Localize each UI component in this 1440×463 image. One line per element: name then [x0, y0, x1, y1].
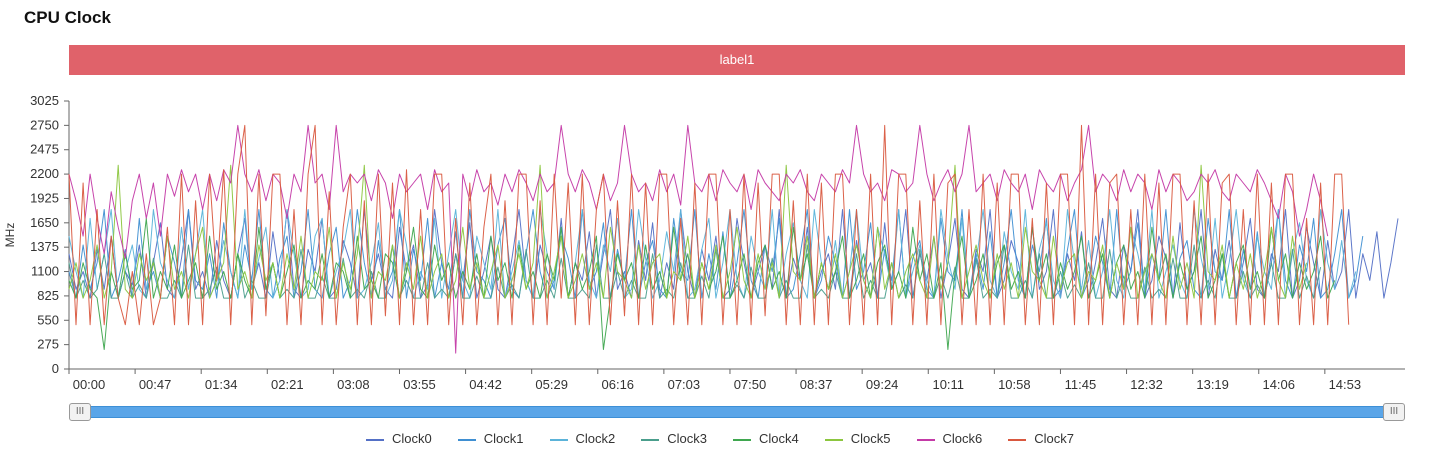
y-tick-label: 825 [37, 288, 59, 303]
slider-end-handle[interactable]: III [1383, 403, 1405, 421]
legend-item-clock1[interactable]: Clock1 [457, 431, 524, 446]
legend-label: Clock1 [483, 431, 524, 446]
y-tick-label: 2750 [30, 117, 59, 132]
x-tick-label: 07:03 [668, 377, 701, 392]
legend-item-clock0[interactable]: Clock0 [366, 431, 432, 446]
x-tick-label: 14:53 [1329, 377, 1362, 392]
legend-label: Clock7 [1034, 431, 1074, 446]
legend-swatch [824, 438, 843, 441]
x-tick-label: 04:42 [469, 377, 502, 392]
legend-label: Clock3 [667, 431, 707, 446]
x-tick-label: 01:34 [205, 377, 238, 392]
x-tick-label: 10:11 [932, 377, 964, 392]
series-line-clock1 [68, 209, 1364, 299]
legend-swatch [1008, 438, 1027, 441]
series-line-clock5 [68, 164, 1308, 299]
slider-track[interactable] [69, 406, 1405, 418]
x-tick-label: 00:47 [139, 377, 172, 392]
x-tick-label: 06:16 [602, 377, 635, 392]
x-tick-label: 03:08 [337, 377, 370, 392]
x-tick-label: 07:50 [734, 377, 767, 392]
x-tick-label: 00:00 [73, 377, 106, 392]
x-tick-label: 08:37 [800, 377, 833, 392]
legend-label: Clock4 [759, 431, 799, 446]
grip-lines-icon: III [75, 406, 85, 417]
legend-swatch [366, 438, 384, 441]
label-bar[interactable]: label1 [69, 45, 1405, 75]
x-tick-label: 14:06 [1262, 377, 1295, 392]
y-tick-label: 3025 [30, 93, 59, 108]
cpu-clock-line-chart: MHz 0 275 550 825 1100 1375 1650 1925 2200 2475 275… [3, 93, 1405, 392]
x-tick-label: 13:19 [1196, 377, 1229, 392]
slider-start-handle[interactable]: III [69, 403, 91, 421]
legend-item-clock5[interactable]: Clock5 [824, 431, 891, 446]
legend-label: Clock6 [942, 431, 983, 446]
legend-item-clock3[interactable]: Clock3 [641, 431, 707, 446]
x-tick-label: 12:32 [1130, 377, 1163, 392]
legend-label: Clock2 [575, 431, 616, 446]
y-tick-label: 0 [52, 361, 59, 376]
legend-swatch [641, 438, 660, 441]
y-tick-label: 1650 [30, 215, 59, 230]
legend-swatch [916, 438, 935, 441]
legend-item-clock4[interactable]: Clock4 [733, 431, 799, 446]
x-tick-label: 11:45 [1065, 377, 1097, 392]
y-axis-label: MHz [3, 223, 17, 248]
legend-swatch [457, 438, 476, 441]
legend-label: Clock5 [850, 431, 891, 446]
legend-item-clock6[interactable]: Clock6 [916, 431, 983, 446]
x-tick-label: 05:29 [535, 377, 568, 392]
y-tick-label: 1925 [30, 190, 59, 205]
grip-lines-icon: III [1389, 406, 1399, 417]
legend-label: Clock0 [392, 431, 432, 446]
y-tick-label: 275 [37, 337, 59, 352]
time-range-slider[interactable]: III III [69, 403, 1405, 421]
y-tick-label: 1100 [31, 264, 59, 279]
x-tick-label: 09:24 [866, 377, 899, 392]
y-tick-label: 2475 [30, 142, 59, 157]
chart-legend: Clock0 Clock1 Clock2 Clock3 Clock4 Clock5 Cloc… [0, 431, 1440, 446]
x-tick-label: 10:58 [998, 377, 1031, 392]
y-tick-label: 1375 [30, 239, 59, 254]
chart-title: CPU Clock [24, 8, 111, 27]
series-line-clock7 [68, 124, 1350, 326]
legend-item-clock2[interactable]: Clock2 [549, 431, 616, 446]
x-tick-label: 03:55 [403, 377, 436, 392]
legend-swatch [549, 438, 568, 441]
legend-swatch [733, 438, 751, 441]
x-tick-label: 02:21 [271, 377, 304, 392]
y-tick-label: 550 [37, 312, 59, 327]
legend-item-clock7[interactable]: Clock7 [1008, 431, 1074, 446]
y-tick-label: 2200 [30, 166, 59, 181]
